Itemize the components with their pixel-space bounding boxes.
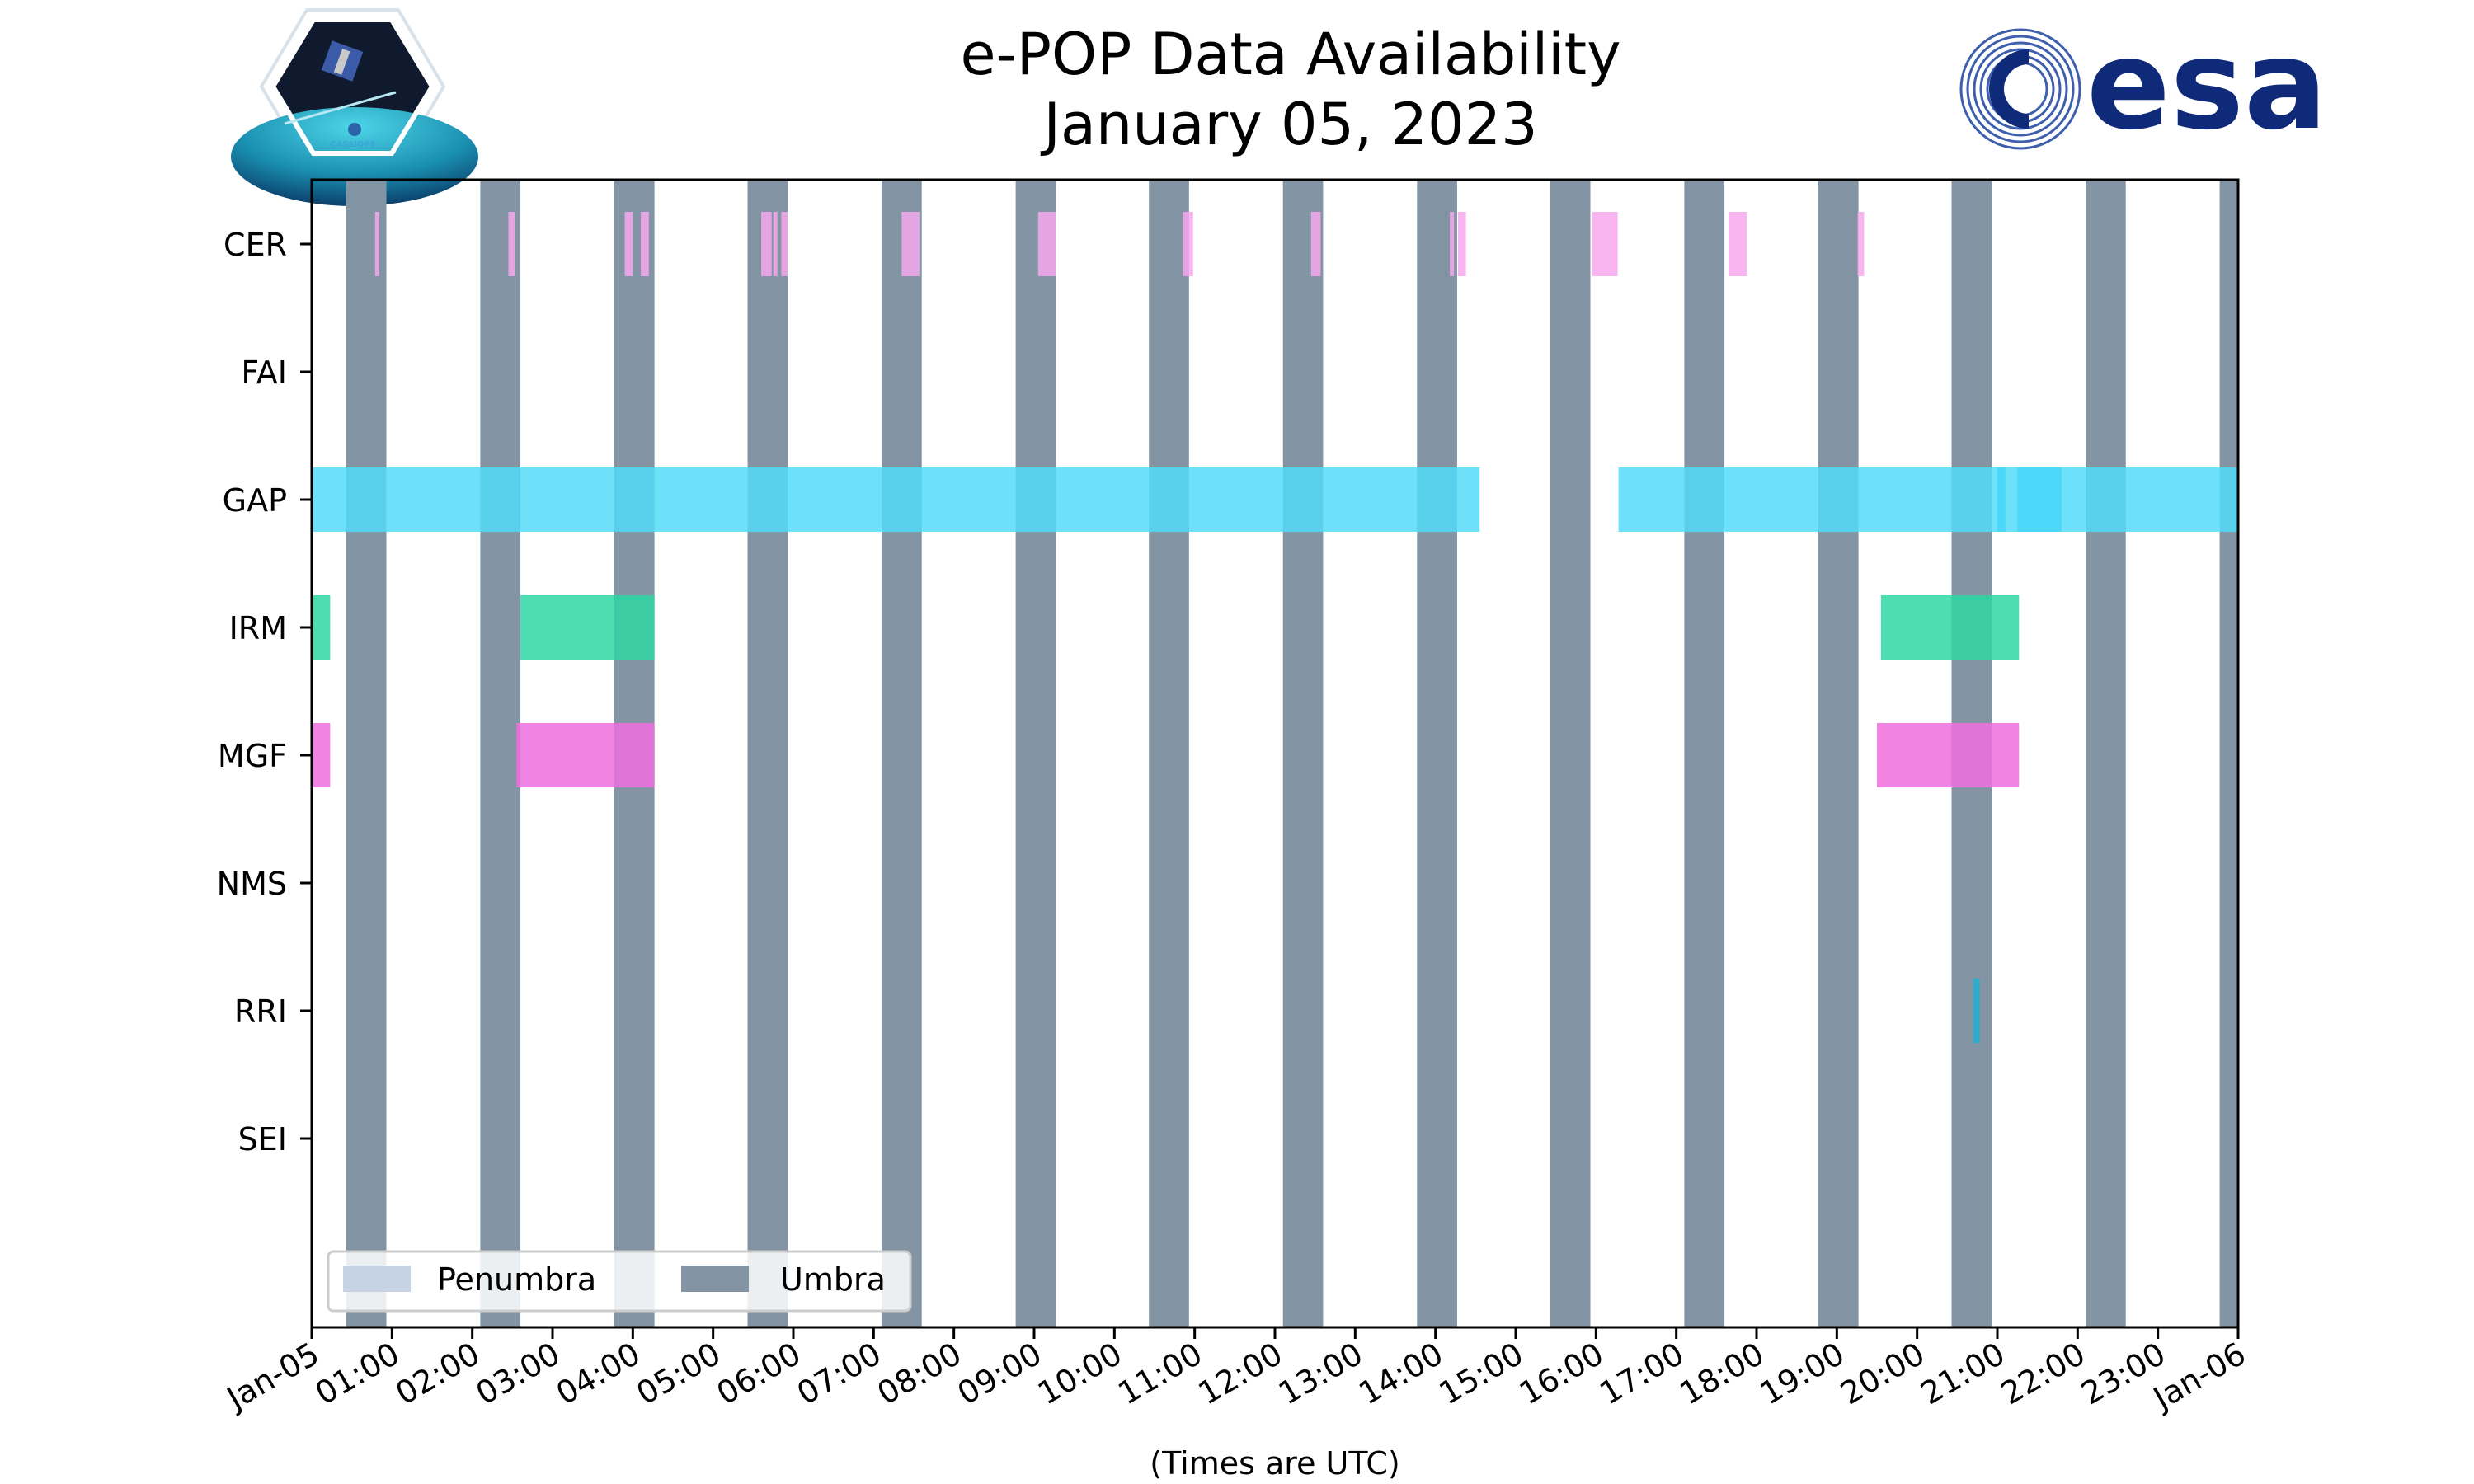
legend-label-penumbra: Penumbra — [437, 1261, 596, 1298]
umbra-band-5 — [1015, 180, 1056, 1327]
segment-cer-0-10 — [1310, 212, 1321, 276]
cassiope-logo: CASSIOPE — [231, 8, 478, 206]
legend-box — [327, 1250, 912, 1313]
segment-cer-0-3 — [641, 212, 649, 276]
segment-cer-0-12 — [1457, 212, 1466, 276]
umbra-band-1 — [480, 180, 521, 1327]
segment-cer-0-11 — [1450, 212, 1455, 276]
x-axis-label: (Times are UTC) — [1150, 1445, 1399, 1482]
segment-gap-1-1 — [1618, 467, 2238, 532]
x-tick-label-12: 12:00 — [1192, 1336, 1289, 1412]
segment-cer-0-7 — [901, 212, 920, 276]
cassiope-logo-text: CASSIOPE — [330, 140, 376, 149]
esa-logo: esa — [1959, 14, 2327, 157]
legend-swatch-penumbra — [343, 1266, 411, 1292]
umbra-band-13 — [2086, 180, 2126, 1327]
x-tick-label-5: 05:00 — [630, 1336, 727, 1412]
x-tick-label-0: Jan-05 — [219, 1336, 325, 1417]
segment-mgf-4-2 — [1877, 723, 2020, 787]
legend-swatch-umbra — [681, 1266, 749, 1292]
umbra-band-7 — [1282, 180, 1324, 1327]
x-tick-label-14: 14:00 — [1352, 1336, 1449, 1412]
segment-gap-2-1 — [2017, 467, 2062, 532]
esa-logo-text: esa — [2086, 14, 2327, 157]
y-tick-label-sei: SEI — [238, 1121, 287, 1158]
umbra-band-11 — [1818, 180, 1859, 1327]
segment-cer-0-15 — [1857, 212, 1865, 276]
umbra-band-0 — [346, 180, 387, 1327]
legend: Penumbra Umbra — [327, 1250, 912, 1313]
segment-cer-0-5 — [773, 212, 778, 276]
segment-mgf-4-0 — [312, 723, 331, 787]
umbra-band-4 — [882, 180, 922, 1327]
umbra-layer — [346, 180, 2238, 1327]
segment-irm-3-2 — [1880, 595, 2020, 660]
x-tick-label-10: 10:00 — [1032, 1336, 1128, 1412]
x-tick-label-8: 08:00 — [871, 1336, 967, 1412]
x-tick-label-21: 21:00 — [1915, 1336, 2011, 1412]
y-tick-label-gap: GAP — [223, 482, 287, 519]
segment-cer-0-6 — [781, 212, 788, 276]
x-tick-label-22: 22:00 — [1995, 1336, 2091, 1412]
x-axis: Jan-0501:0002:0003:0004:0005:0006:0007:0… — [219, 1327, 2252, 1417]
segment-gap-2-0 — [1997, 467, 2006, 532]
segment-gap-1-0 — [312, 467, 1480, 532]
chart-subtitle: January 05, 2023 — [1040, 91, 1537, 158]
segment-cer-0-4 — [761, 212, 772, 276]
y-tick-label-mgf: MGF — [218, 738, 287, 774]
umbra-band-8 — [1417, 180, 1457, 1327]
y-tick-label-rri: RRI — [234, 993, 287, 1030]
umbra-band-9 — [1550, 180, 1591, 1327]
x-tick-label-3: 03:00 — [470, 1336, 567, 1412]
x-tick-label-7: 07:00 — [791, 1336, 887, 1412]
y-axis: CER FAI GAP IRM MGF NMS RRI SEI — [217, 227, 312, 1158]
x-tick-label-17: 17:00 — [1593, 1336, 1690, 1412]
x-tick-label-19: 19:00 — [1754, 1336, 1851, 1412]
legend-label-umbra: Umbra — [780, 1261, 886, 1298]
x-tick-label-2: 02:00 — [389, 1336, 486, 1412]
x-tick-label-6: 06:00 — [711, 1336, 807, 1412]
x-tick-label-4: 04:00 — [550, 1336, 647, 1412]
segment-cer-0-14 — [1728, 212, 1747, 276]
y-tick-label-nms: NMS — [217, 866, 287, 902]
x-tick-label-11: 11:00 — [1112, 1336, 1208, 1412]
x-tick-label-18: 18:00 — [1674, 1336, 1771, 1412]
x-tick-label-24: Jan-06 — [2146, 1336, 2251, 1417]
umbra-band-3 — [747, 180, 788, 1327]
y-tick-label-cer: CER — [223, 227, 287, 263]
y-tick-label-irm: IRM — [229, 610, 287, 646]
segment-cer-0-8 — [1037, 212, 1056, 276]
segment-irm-3-0 — [312, 595, 331, 660]
x-tick-label-13: 13:00 — [1272, 1336, 1369, 1412]
segment-rri-5-0 — [1973, 979, 1980, 1043]
umbra-band-6 — [1149, 180, 1189, 1327]
x-tick-label-9: 09:00 — [952, 1336, 1048, 1412]
x-tick-label-16: 16:00 — [1513, 1336, 1610, 1412]
y-tick-label-fai: FAI — [241, 355, 287, 391]
umbra-band-14 — [2219, 180, 2238, 1327]
segment-cer-0-2 — [624, 212, 633, 276]
chart-title: e-POP Data Availability — [960, 21, 1620, 88]
segment-irm-3-1 — [520, 595, 655, 660]
segment-cer-0-13 — [1592, 212, 1618, 276]
x-tick-label-15: 15:00 — [1433, 1336, 1530, 1412]
segment-cer-0-1 — [508, 212, 515, 276]
segment-layer — [312, 212, 2238, 1043]
segment-cer-0-0 — [374, 212, 379, 276]
x-tick-label-20: 20:00 — [1834, 1336, 1931, 1412]
esa-swirl-icon — [1959, 28, 2081, 150]
x-tick-label-1: 01:00 — [309, 1336, 406, 1412]
segment-mgf-4-1 — [516, 723, 655, 787]
segment-cer-0-9 — [1183, 212, 1193, 276]
umbra-band-10 — [1684, 180, 1725, 1327]
